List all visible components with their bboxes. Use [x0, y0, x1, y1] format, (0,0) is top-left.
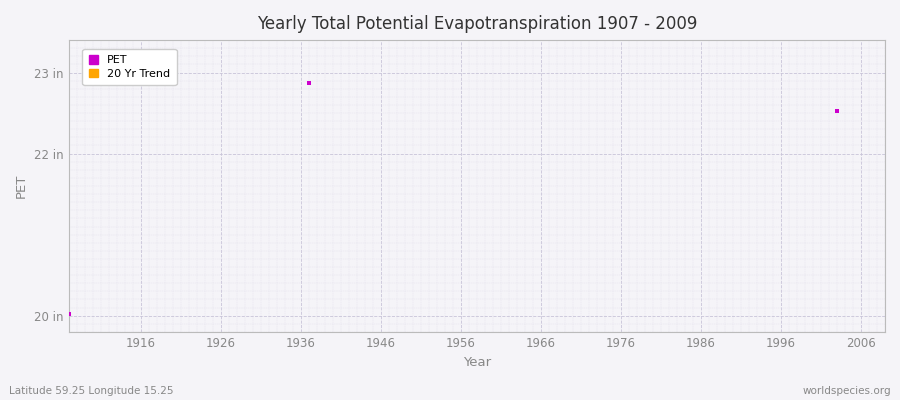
Y-axis label: PET: PET [15, 174, 28, 198]
Text: Latitude 59.25 Longitude 15.25: Latitude 59.25 Longitude 15.25 [9, 386, 174, 396]
Point [110, 69, 124, 76]
Point [830, 108, 844, 115]
Point [61, 311, 76, 317]
Text: worldspecies.org: worldspecies.org [803, 386, 891, 396]
Title: Yearly Total Potential Evapotranspiration 1907 - 2009: Yearly Total Potential Evapotranspiratio… [256, 15, 698, 33]
Legend: PET, 20 Yr Trend: PET, 20 Yr Trend [83, 48, 176, 86]
X-axis label: Year: Year [463, 356, 491, 369]
Point [302, 80, 316, 86]
